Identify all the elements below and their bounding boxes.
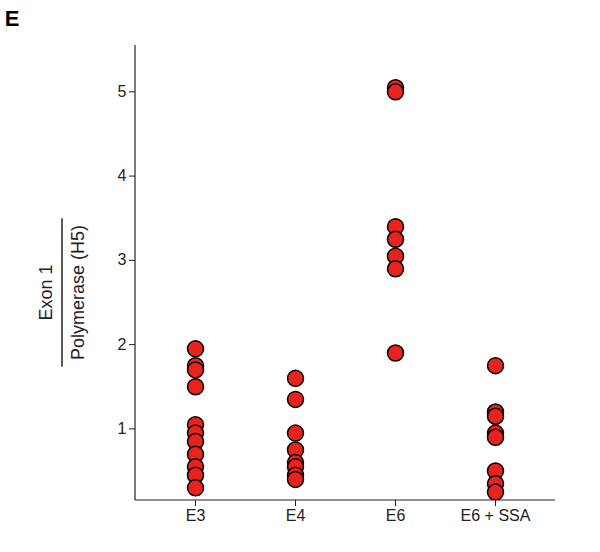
- svg-text:E: E: [5, 6, 20, 31]
- svg-text:5: 5: [118, 83, 127, 100]
- svg-text:Polymerase (H5): Polymerase (H5): [68, 225, 88, 360]
- svg-text:E3: E3: [186, 507, 206, 524]
- svg-text:Exon 1: Exon 1: [36, 264, 56, 320]
- svg-text:1: 1: [118, 420, 127, 437]
- svg-text:2: 2: [118, 336, 127, 353]
- svg-text:E4: E4: [286, 507, 306, 524]
- svg-text:4: 4: [118, 167, 127, 184]
- svg-text:E6: E6: [386, 507, 406, 524]
- svg-text:3: 3: [118, 251, 127, 268]
- svg-text:E6 + SSA: E6 + SSA: [461, 507, 531, 524]
